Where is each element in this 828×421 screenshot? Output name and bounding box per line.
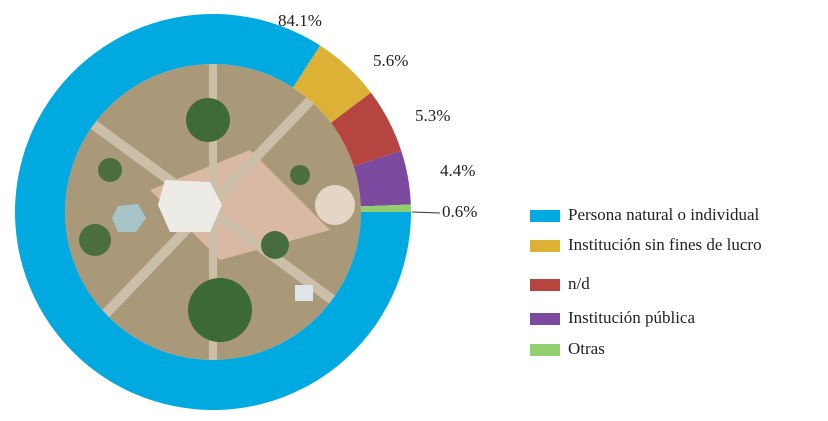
data-label: 5.6%	[373, 51, 408, 70]
legend-label: Institución sin fines de lucro	[568, 235, 762, 254]
data-label: 4.4%	[440, 161, 475, 180]
donut-slice	[360, 204, 411, 212]
data-label: 0.6%	[442, 202, 477, 221]
donut-slice	[331, 92, 402, 167]
data-label: 84.1%	[278, 11, 322, 30]
legend-label: Otras	[568, 339, 605, 358]
legend-label: Institución pública	[568, 308, 695, 327]
legend-swatch	[530, 313, 560, 325]
legend-swatch	[530, 210, 560, 222]
legend-label: n/d	[568, 274, 590, 293]
legend-swatch	[530, 240, 560, 252]
data-label: 5.3%	[415, 106, 450, 125]
donut-slice	[353, 150, 411, 207]
legend-label: Persona natural o individual	[568, 205, 759, 224]
legend-swatch	[530, 344, 560, 356]
donut-slice	[293, 45, 371, 123]
center-photo	[65, 64, 361, 360]
leader-line	[411, 211, 441, 214]
legend-swatch	[530, 279, 560, 291]
